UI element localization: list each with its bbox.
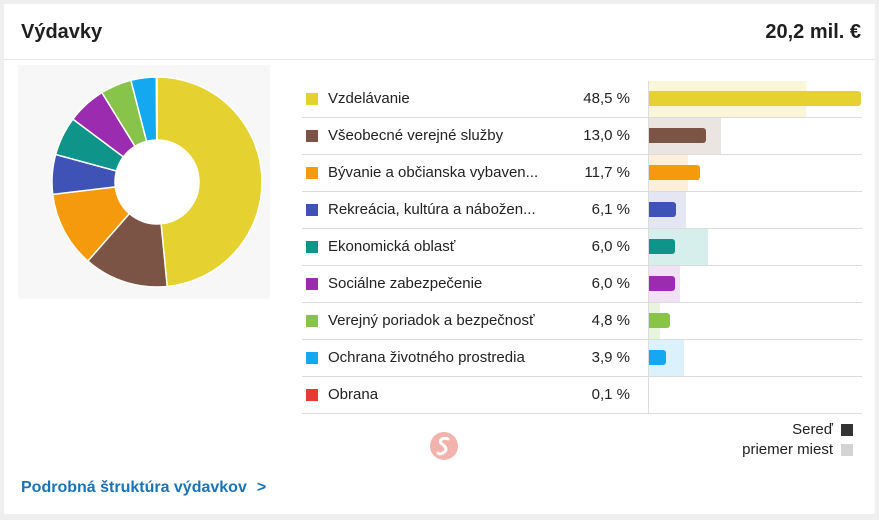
value-bar <box>649 165 701 180</box>
watermark-logo-icon <box>429 431 459 461</box>
chart-legend: Sereď priemer miest <box>742 420 853 460</box>
percent-value: 6,0 % <box>591 238 630 255</box>
percent-value: 48,5 % <box>583 90 630 107</box>
value-bar <box>649 91 861 106</box>
category-label: Vzdelávanie <box>328 90 410 107</box>
value-bar <box>649 350 667 365</box>
category-swatch <box>306 352 318 364</box>
category-label: Rekreácia, kultúra a nábožen... <box>328 201 536 218</box>
bar-cell <box>648 155 863 191</box>
percent-value: 6,0 % <box>591 275 630 292</box>
link-label: Podrobná štruktúra výdavkov <box>21 479 247 496</box>
legend-item-city: Sereď <box>742 420 853 440</box>
legend-item-average: priemer miest <box>742 440 853 460</box>
table-row[interactable]: Obrana 0,1 % <box>302 377 862 414</box>
table-row[interactable]: Vzdelávanie 48,5 % <box>302 81 862 118</box>
bar-cell <box>648 192 863 228</box>
table-row[interactable]: Sociálne zabezpečenie 6,0 % <box>302 266 862 303</box>
donut-chart <box>51 76 263 288</box>
card-title: Výdavky <box>21 21 103 43</box>
category-label: Ochrana životného prostredia <box>328 349 525 366</box>
bar-cell <box>648 229 863 265</box>
legend-label: priemer miest <box>742 441 833 458</box>
category-label: Verejný poriadok a bezpečnosť <box>328 312 535 329</box>
expenses-card: Výdavky 20,2 mil. € Vzdelávanie 48,5 % Vše… <box>4 4 875 514</box>
bar-cell <box>648 266 863 302</box>
category-swatch <box>306 241 318 253</box>
table-row[interactable]: Ekonomická oblasť 6,0 % <box>302 229 862 266</box>
legend-label: Sereď <box>792 421 833 438</box>
category-swatch <box>306 130 318 142</box>
donut-hole <box>115 140 199 224</box>
category-label: Bývanie a občianska vybaven... <box>328 164 539 181</box>
category-label: Všeobecné verejné služby <box>328 127 504 144</box>
detailed-structure-link[interactable]: Podrobná štruktúra výdavkov > <box>21 479 266 497</box>
value-bar <box>649 128 706 143</box>
percent-value: 0,1 % <box>591 386 630 403</box>
bar-cell <box>648 340 863 376</box>
percent-value: 11,7 % <box>584 164 630 181</box>
percent-value: 3,9 % <box>591 349 630 366</box>
donut-chart-panel <box>18 65 270 299</box>
value-bar <box>649 276 676 291</box>
category-label: Ekonomická oblasť <box>328 238 456 255</box>
category-swatch <box>306 389 318 401</box>
card-header: Výdavky 20,2 mil. € <box>4 4 875 60</box>
value-bar <box>649 202 676 217</box>
table-row[interactable]: Bývanie a občianska vybaven... 11,7 % <box>302 155 862 192</box>
category-swatch <box>306 167 318 179</box>
value-bar <box>649 313 670 328</box>
legend-swatch <box>841 444 853 456</box>
table-row[interactable]: Všeobecné verejné služby 13,0 % <box>302 118 862 155</box>
percent-value: 4,8 % <box>591 312 630 329</box>
value-bar <box>649 239 676 254</box>
legend-swatch <box>841 424 853 436</box>
percent-value: 6,1 % <box>591 201 630 218</box>
category-label: Obrana <box>328 386 379 403</box>
category-swatch <box>306 315 318 327</box>
total-amount: 20,2 mil. € <box>765 21 861 43</box>
bar-cell <box>648 303 863 339</box>
bar-cell <box>648 377 863 413</box>
category-label: Sociálne zabezpečenie <box>328 275 483 292</box>
category-swatch <box>306 93 318 105</box>
table-row[interactable]: Verejný poriadok a bezpečnosť 4,8 % <box>302 303 862 340</box>
category-swatch <box>306 278 318 290</box>
chevron-right-icon: > <box>256 479 267 496</box>
expenses-table: Vzdelávanie 48,5 % Všeobecné verejné služb… <box>302 81 862 414</box>
donut-slice[interactable] <box>155 76 158 141</box>
percent-value: 13,0 % <box>583 127 630 144</box>
bar-cell <box>648 81 863 117</box>
category-swatch <box>306 204 318 216</box>
table-row[interactable]: Ochrana životného prostredia 3,9 % <box>302 340 862 377</box>
bar-cell <box>648 118 863 154</box>
table-row[interactable]: Rekreácia, kultúra a nábožen... 6,1 % <box>302 192 862 229</box>
